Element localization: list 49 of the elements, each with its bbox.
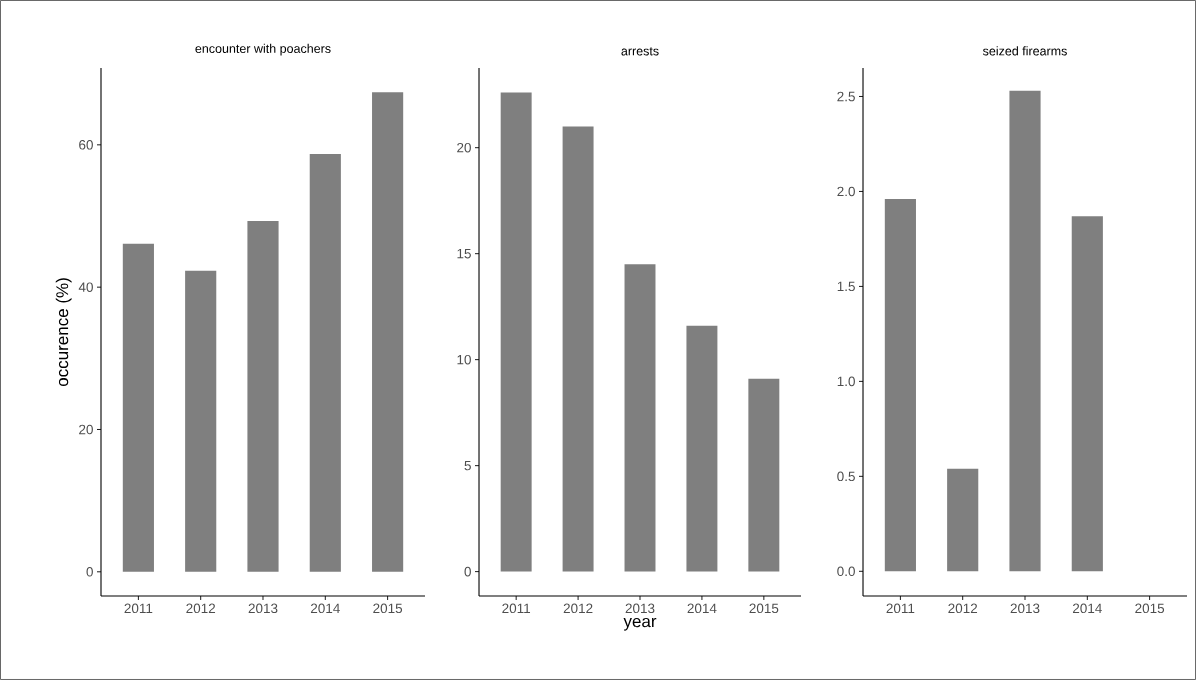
x-tick-label: 2013 bbox=[248, 603, 278, 614]
x-tick-label: 2011 bbox=[124, 603, 153, 614]
y-tick-label: 2.5 bbox=[837, 91, 855, 102]
y-tick-label: 2.0 bbox=[837, 186, 855, 197]
x-tick-label: 2014 bbox=[1072, 603, 1102, 614]
bar bbox=[122, 243, 154, 572]
y-tick-label: 1.0 bbox=[837, 376, 855, 387]
bar bbox=[500, 92, 532, 572]
bar bbox=[1009, 90, 1041, 572]
x-tick-label: 2014 bbox=[687, 603, 717, 614]
x-tick-label: 2011 bbox=[886, 603, 915, 614]
x-tick-label: 2012 bbox=[563, 603, 593, 614]
bar bbox=[624, 264, 656, 572]
y-tick-label: 10 bbox=[457, 354, 471, 365]
bar bbox=[309, 154, 341, 572]
chart-title: seized firearms bbox=[982, 46, 1067, 56]
bar bbox=[686, 325, 718, 572]
bar bbox=[947, 468, 979, 572]
chart-title: encounter with poachers bbox=[195, 43, 331, 56]
bar bbox=[247, 220, 279, 572]
y-tick-label: 60 bbox=[79, 140, 93, 150]
y-tick-label: 40 bbox=[78, 282, 93, 292]
y-tick-label: 20 bbox=[457, 142, 471, 153]
bar bbox=[372, 92, 404, 572]
y-tick-label: 0 bbox=[464, 566, 471, 577]
y-tick-label: 0 bbox=[86, 567, 93, 577]
chart-title: arrests bbox=[621, 47, 659, 56]
y-tick-label: 0.0 bbox=[837, 566, 855, 577]
bar bbox=[884, 199, 916, 572]
bar bbox=[562, 126, 594, 572]
x-tick-label: 2013 bbox=[625, 603, 655, 614]
y-tick-label: 15 bbox=[457, 248, 471, 259]
x-tick-label: 2015 bbox=[1135, 603, 1165, 614]
bar bbox=[1071, 216, 1103, 572]
x-tick-label: 2014 bbox=[310, 603, 340, 614]
bar bbox=[748, 378, 780, 572]
y-tick-label: 0.5 bbox=[837, 471, 855, 482]
y-tick-label: 1.5 bbox=[837, 281, 855, 292]
x-tick-label: 2015 bbox=[373, 603, 403, 614]
bar bbox=[185, 270, 217, 572]
x-tick-label: 2011 bbox=[502, 603, 531, 614]
y-tick-label: 5 bbox=[464, 460, 471, 471]
x-tick-label: 2012 bbox=[948, 603, 978, 614]
x-axis-title: year bbox=[623, 617, 657, 631]
y-tick-label: 20 bbox=[79, 424, 93, 435]
x-tick-label: 2015 bbox=[749, 603, 779, 614]
x-tick-label: 2013 bbox=[1010, 603, 1040, 614]
x-tick-label: 2012 bbox=[186, 603, 216, 614]
y-axis-title: occurence (%) bbox=[55, 278, 72, 387]
